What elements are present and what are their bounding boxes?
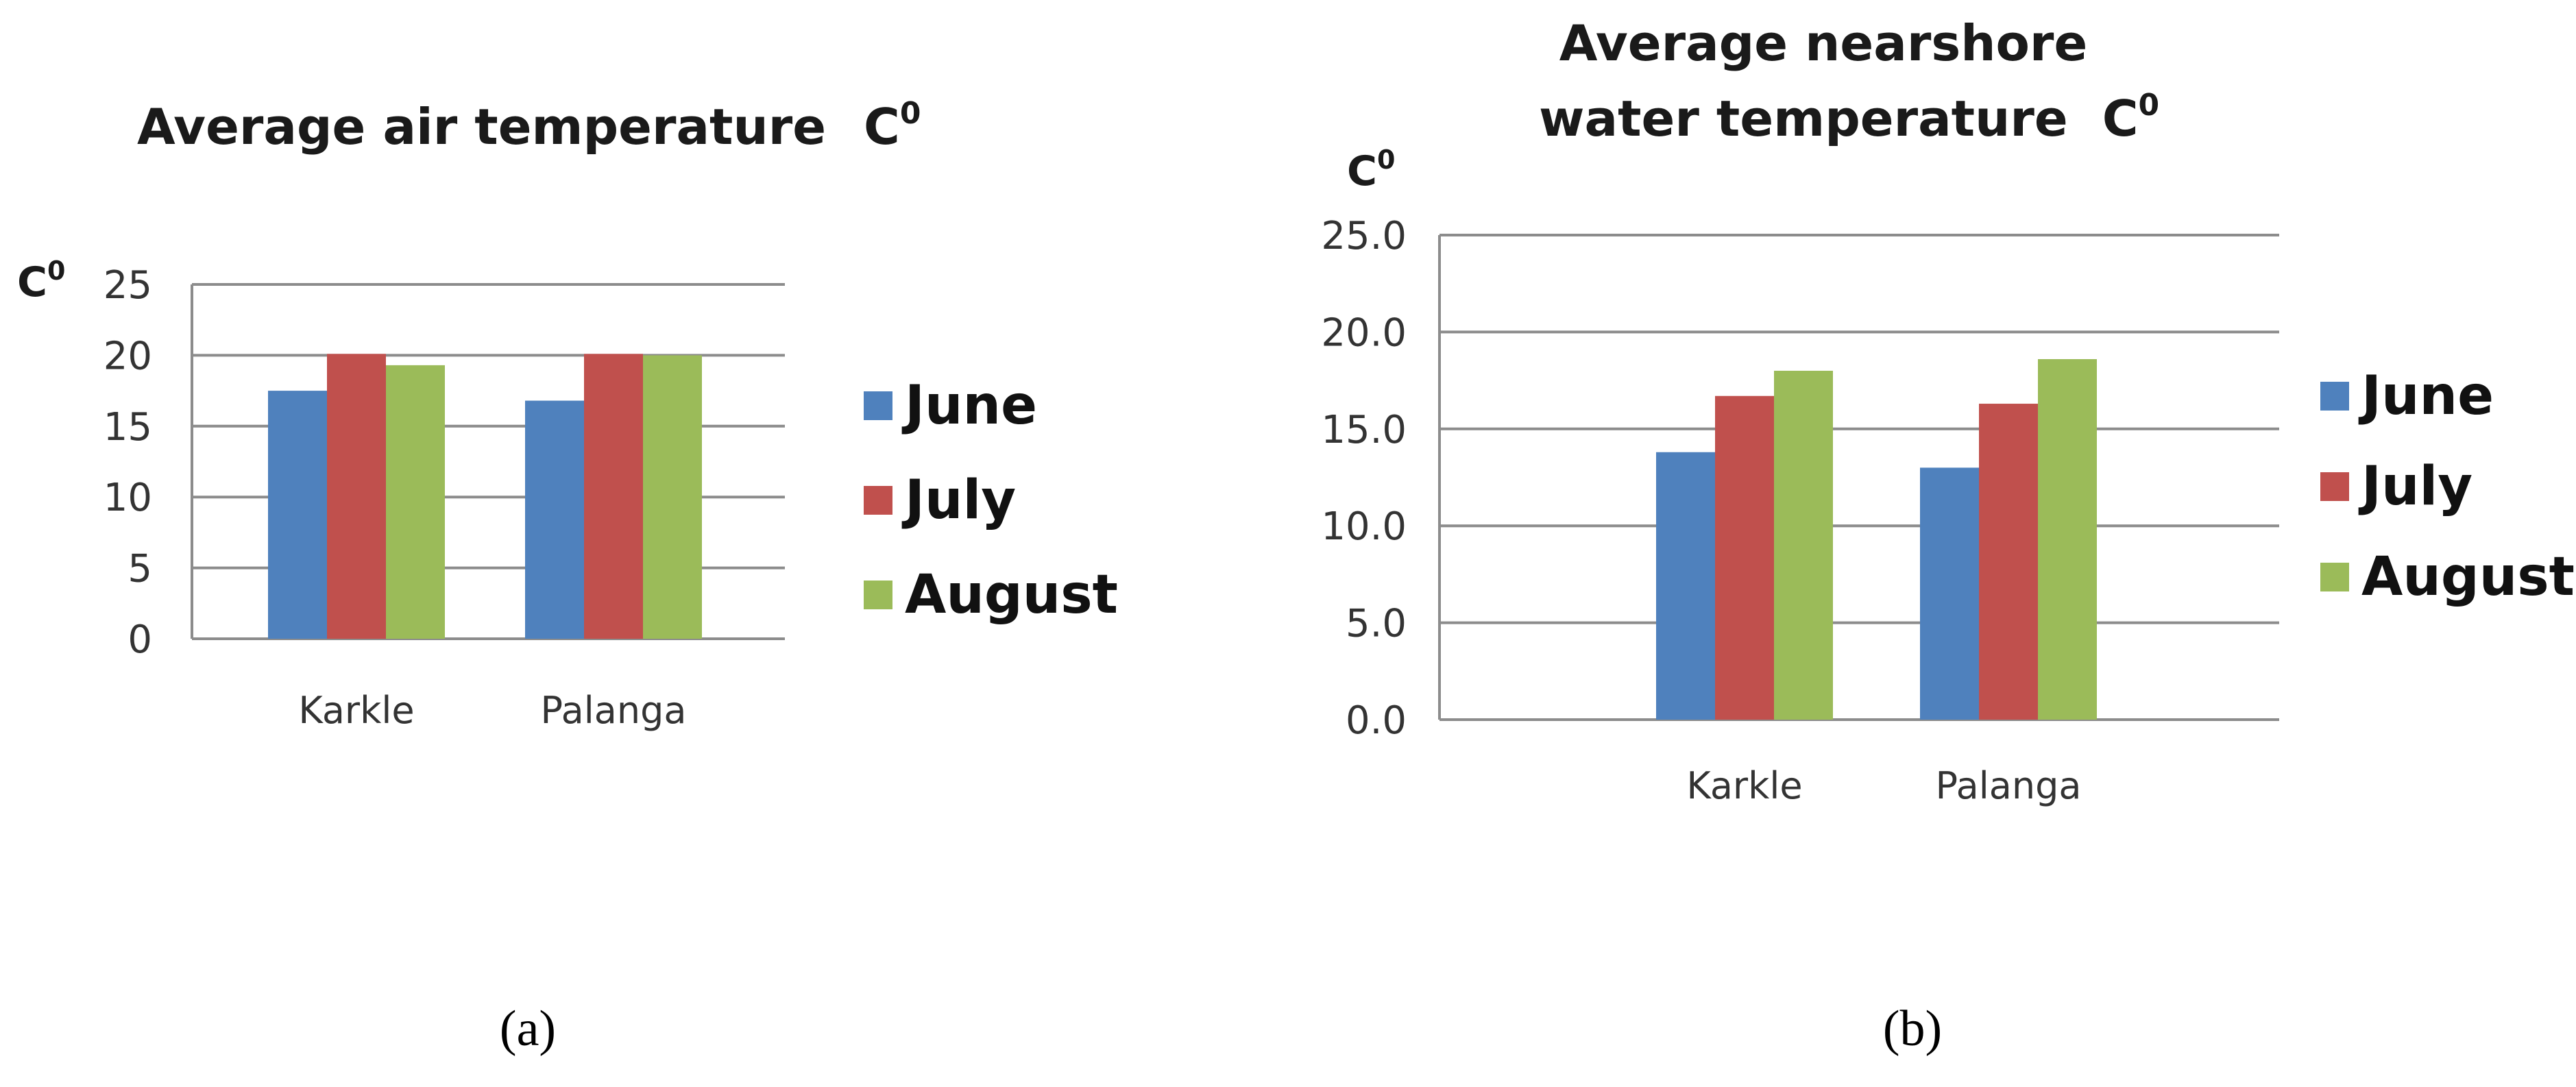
chart-a-categories: Karkle Palanga bbox=[298, 689, 686, 732]
legend-label-july: July bbox=[2358, 456, 2472, 517]
category-label: Karkle bbox=[298, 689, 414, 732]
legend-swatch-july bbox=[864, 486, 892, 515]
chart-b-yticks: 0.0 5.0 10.0 15.0 20.0 25.0 bbox=[1321, 214, 1407, 743]
legend-swatch-june bbox=[864, 391, 892, 420]
legend-swatch-july bbox=[2320, 472, 2349, 501]
legend-label-august: August bbox=[2361, 546, 2575, 608]
chart-b-title-line2: water temperature C0 bbox=[1539, 88, 2159, 147]
bar-palanga-june bbox=[525, 400, 584, 639]
y-tick-label: 15 bbox=[104, 405, 152, 450]
bar-karkle-june bbox=[1656, 452, 1715, 720]
y-tick-label: 5.0 bbox=[1346, 602, 1407, 646]
chart-a-yticks: 0 5 10 15 20 25 bbox=[104, 263, 152, 662]
chart-b: Average nearshore water temperature C0 C0… bbox=[1321, 14, 2575, 1057]
panel-label-b: (b) bbox=[1883, 1001, 1942, 1057]
bar-palanga-july bbox=[1979, 404, 2038, 720]
y-tick-label: 15.0 bbox=[1321, 408, 1407, 452]
y-tick-label: 25.0 bbox=[1321, 214, 1407, 258]
bar-palanga-july bbox=[584, 354, 643, 639]
chart-a: Average air temperature C0 C0 0510152025 … bbox=[17, 96, 1118, 1057]
y-tick-label: 20.0 bbox=[1321, 310, 1407, 355]
legend-label-july: July bbox=[901, 469, 1016, 531]
y-tick-label: 25 bbox=[104, 263, 152, 308]
y-tick-label: 5 bbox=[127, 547, 152, 591]
chart-b-bars bbox=[1656, 358, 2097, 720]
panel-label-a: (a) bbox=[500, 1001, 556, 1057]
y-tick-label: 0 bbox=[127, 618, 152, 662]
legend-swatch-june bbox=[2320, 382, 2349, 411]
y-tick-label: 20 bbox=[104, 334, 152, 378]
legend-swatch-august bbox=[864, 581, 892, 609]
y-tick-label: 0.0 bbox=[1346, 698, 1407, 743]
y-tick-label: 10 bbox=[104, 476, 152, 520]
chart-a-legend: June July August bbox=[864, 375, 1118, 626]
bar-karkle-august bbox=[1774, 370, 1833, 720]
category-label: Karkle bbox=[1686, 764, 1802, 807]
chart-a-title: Average air temperature C0 bbox=[137, 96, 921, 156]
bar-palanga-august bbox=[2038, 358, 2097, 720]
bar-karkle-august bbox=[386, 365, 445, 639]
bar-karkle-june bbox=[268, 391, 327, 639]
chart-a-bars bbox=[268, 354, 702, 639]
bar-palanga-august bbox=[643, 355, 702, 639]
bar-karkle-july bbox=[1715, 395, 1774, 720]
legend-label-june: June bbox=[901, 375, 1037, 437]
legend-swatch-august bbox=[2320, 563, 2349, 591]
chart-a-ylabel: C0 bbox=[17, 256, 66, 306]
chart-b-legend: June July August bbox=[2320, 365, 2575, 608]
chart-b-categories: Karkle Palanga bbox=[1686, 764, 2081, 807]
legend-label-august: August bbox=[905, 564, 1118, 626]
bar-palanga-june bbox=[1920, 467, 1979, 720]
category-label: Palanga bbox=[541, 689, 687, 732]
category-label: Palanga bbox=[1936, 764, 2082, 807]
chart-b-gridlines bbox=[1438, 234, 2279, 721]
y-tick-label: 10.0 bbox=[1321, 504, 1407, 549]
legend-label-june: June bbox=[2358, 365, 2494, 427]
bar-karkle-july bbox=[327, 354, 386, 639]
chart-b-ylabel: C0 bbox=[1347, 145, 1396, 195]
chart-b-title-line1: Average nearshore bbox=[1559, 14, 2088, 72]
